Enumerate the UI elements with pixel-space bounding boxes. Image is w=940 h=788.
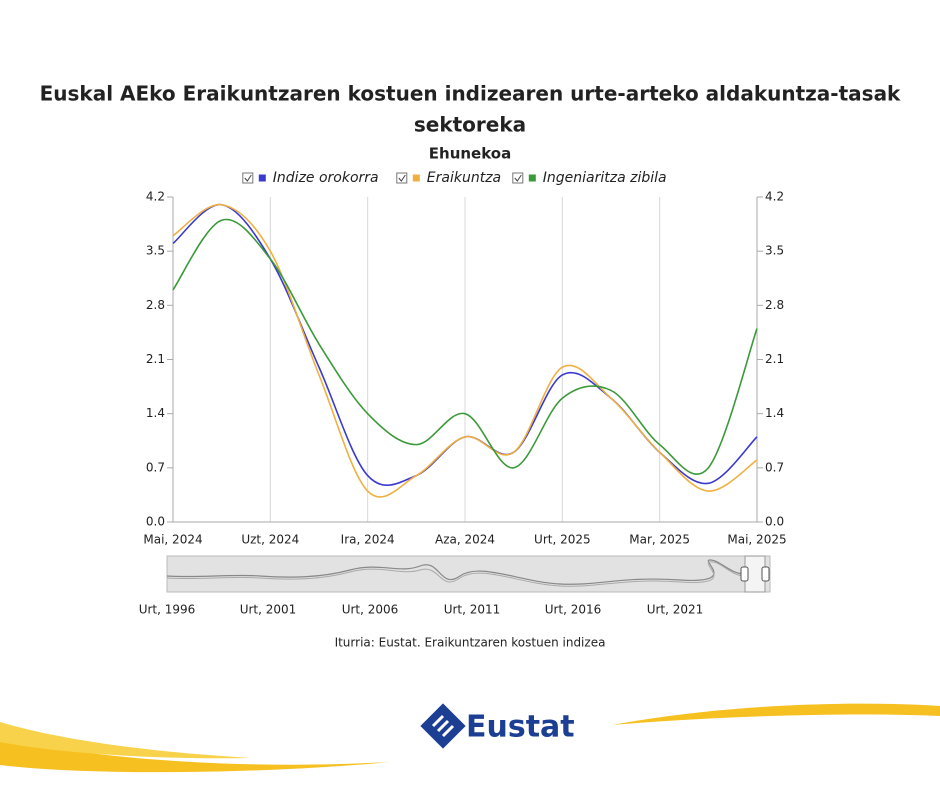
y2-tick-label: 3.5	[765, 244, 784, 258]
legend-marker	[528, 174, 536, 182]
legend-marker	[258, 174, 266, 182]
navigator-label: Urt, 2001	[240, 603, 297, 617]
x-tick-label: Uzt, 2024	[241, 533, 299, 547]
legend-label: Ingeniaritza zibila	[543, 170, 667, 186]
navigator-line	[166, 559, 746, 585]
y2-tick-label: 1.4	[765, 406, 784, 420]
chart-subtitle: Ehunekoa	[429, 145, 511, 163]
legend-check	[244, 174, 252, 182]
logo-text: Eustat	[466, 710, 575, 745]
y-tick-label: 3.5	[146, 244, 165, 258]
y2-tick-label: 0.0	[765, 515, 784, 529]
chart-title: Euskal AEko Eraikuntzaren kostuen indize…	[40, 82, 901, 106]
source: Iturria: Eustat. Eraikuntzaren kostuen i…	[335, 636, 606, 650]
logo: Eustat	[420, 703, 575, 749]
legend-marker	[412, 174, 420, 182]
y-tick-label: 2.1	[146, 352, 165, 366]
decoration	[0, 722, 250, 759]
y2-tick-label: 2.1	[765, 352, 784, 366]
decoration	[612, 703, 940, 725]
y2-tick-label: 0.7	[765, 460, 784, 474]
x-tick-label: Urt, 2025	[534, 533, 591, 547]
navigator-label: Urt, 2011	[444, 603, 501, 617]
x-tick-label: Mar, 2025	[629, 533, 690, 547]
y-tick-label: 4.2	[146, 190, 165, 204]
chart-title: sektoreka	[414, 113, 526, 137]
decoration	[0, 735, 390, 773]
legend-checkbox[interactable]	[396, 172, 408, 184]
y-tick-label: 1.4	[146, 406, 165, 420]
y2-tick-label: 4.2	[765, 190, 784, 204]
navigator-handle[interactable]	[761, 566, 770, 582]
series-line	[172, 218, 758, 475]
y-tick-label: 0.0	[146, 515, 165, 529]
navigator-label: Urt, 2006	[342, 603, 399, 617]
navigator-label: Urt, 2016	[545, 603, 602, 617]
x-tick-label: Mai, 2024	[143, 533, 202, 547]
legend-checkbox[interactable]	[242, 172, 254, 184]
legend: Indize orokorra Eraikuntza Ingeniaritza zi…	[242, 170, 667, 186]
legend-label: Indize orokorra	[273, 170, 379, 186]
series-line	[172, 203, 758, 498]
x-tick-label: Aza, 2024	[435, 533, 495, 547]
legend-checkbox[interactable]	[512, 172, 524, 184]
navigator-handle[interactable]	[740, 566, 749, 582]
navigator-label: Urt, 2021	[647, 603, 704, 617]
legend-label: Eraikuntza	[427, 170, 501, 186]
legend-check	[398, 174, 406, 182]
navigator-label: Urt, 1996	[139, 603, 196, 617]
legend-check	[514, 174, 522, 182]
y-tick-label: 2.8	[146, 298, 165, 312]
x-tick-label: Ira, 2024	[341, 533, 395, 547]
navigator-line	[166, 561, 746, 587]
y-tick-label: 0.7	[146, 460, 165, 474]
x-tick-label: Mai, 2025	[727, 533, 786, 547]
y2-tick-label: 2.8	[765, 298, 784, 312]
